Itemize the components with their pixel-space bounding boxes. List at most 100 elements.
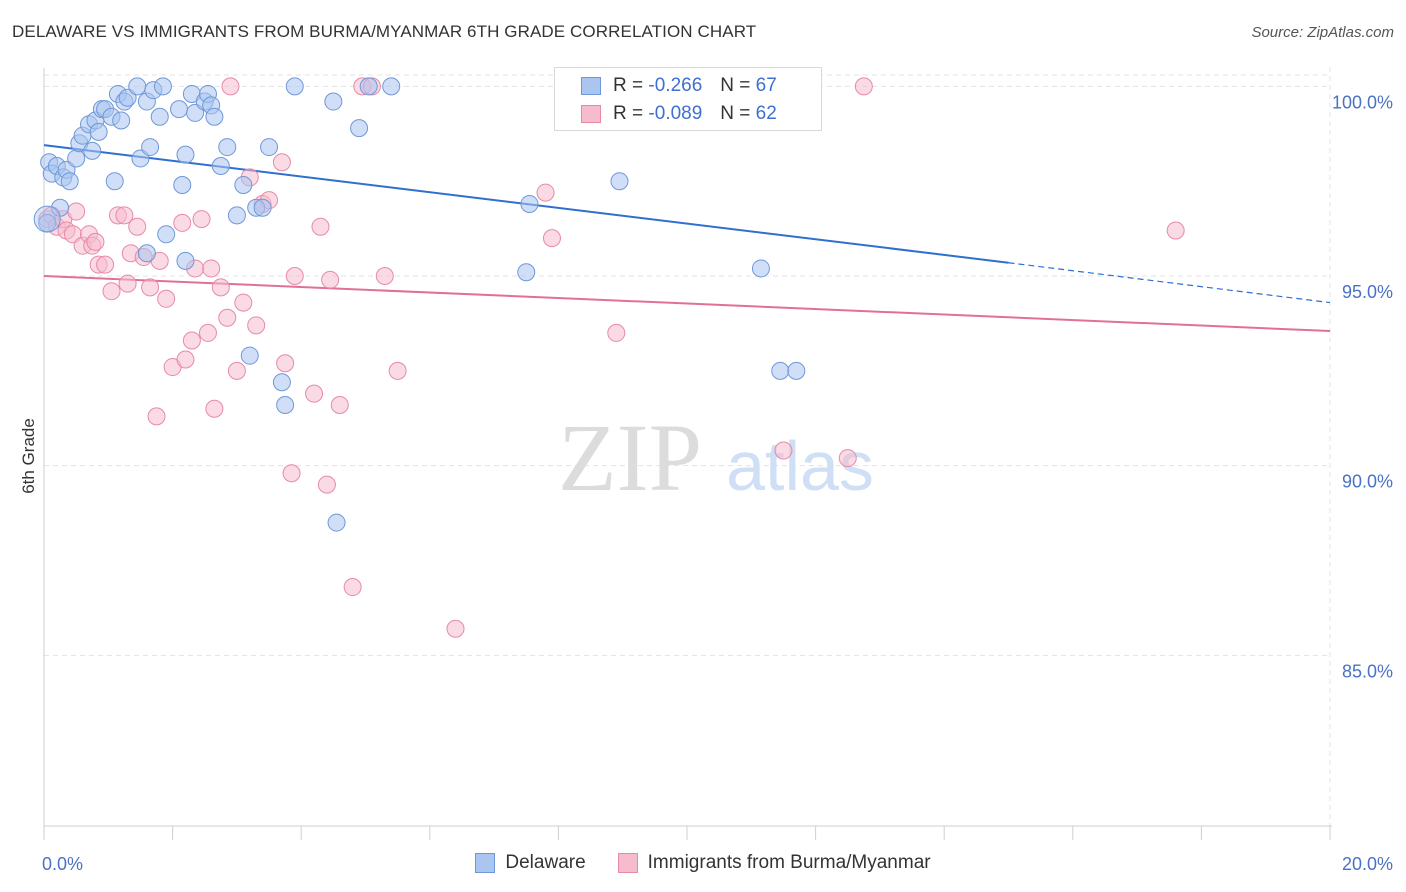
burma-point <box>96 255 115 274</box>
delaware-point <box>276 395 295 414</box>
legend-swatch-pink <box>617 853 638 873</box>
delaware-point <box>324 92 343 111</box>
burma-point <box>285 267 304 286</box>
burma-trendline <box>43 275 1331 333</box>
delaware-point <box>89 122 108 141</box>
burma-point <box>838 449 857 468</box>
burma-point <box>118 274 137 293</box>
delaware-point <box>205 107 224 126</box>
burma-point <box>321 270 340 289</box>
burma-point <box>176 350 195 369</box>
burma-point <box>272 153 291 172</box>
burma-point <box>388 361 407 380</box>
legend-row-delaware: R = -0.266 N = 67 <box>555 72 777 100</box>
watermark: ZIP atlas <box>558 404 874 511</box>
delaware-point <box>327 513 346 532</box>
chart-title: DELAWARE VS IMMIGRANTS FROM BURMA/MYANMA… <box>12 22 757 41</box>
legend-label-burma: Immigrants from Burma/Myanmar <box>647 852 931 873</box>
delaware-point <box>112 111 131 130</box>
delaware-point <box>771 361 790 380</box>
burma-point <box>542 229 561 248</box>
burma-point <box>202 259 221 278</box>
stats-legend: R = -0.266 N = 67 R = -0.089 N = 62 <box>554 67 822 131</box>
axes-layer <box>43 68 1332 840</box>
burma-point <box>607 323 626 342</box>
burma-point <box>227 361 246 380</box>
delaware-trendline-extension <box>1008 262 1331 304</box>
legend-n-label: N = <box>720 103 751 124</box>
y-tick-label: 90.0% <box>1342 472 1393 492</box>
legend-label-delaware: Delaware <box>505 852 586 873</box>
legend-n-label: N = <box>720 75 751 96</box>
legend-row-burma: R = -0.089 N = 62 <box>555 100 777 128</box>
legend-r-label: R = <box>613 75 644 96</box>
source-credit: Source: ZipAtlas.com <box>1251 24 1394 41</box>
burma-point <box>311 217 330 236</box>
x-tick-label: 0.0% <box>42 854 83 874</box>
y-tick-label: 95.0% <box>1342 282 1393 302</box>
legend-swatch-pink <box>581 105 601 123</box>
delaware-point <box>382 77 401 96</box>
burma-point <box>67 202 86 221</box>
delaware-point <box>260 138 279 157</box>
points-layer <box>33 77 1185 638</box>
delaware-point <box>60 172 79 191</box>
legend-swatch-blue <box>581 77 601 95</box>
burma-point <box>234 293 253 312</box>
delaware-point <box>176 145 195 164</box>
burma-point <box>536 183 555 202</box>
burma-point <box>343 578 362 597</box>
delaware-point <box>359 77 378 96</box>
burma-point <box>182 331 201 350</box>
burma-point <box>221 77 240 96</box>
delaware-point <box>610 172 629 191</box>
delaware-point <box>218 138 237 157</box>
delaware-point <box>67 149 86 168</box>
delaware-point <box>520 194 539 213</box>
y-tick-labels: 85.0% 90.0% 95.0% 100.0% <box>1332 92 1393 681</box>
delaware-point <box>285 77 304 96</box>
legend-n-value: 62 <box>755 103 777 124</box>
watermark-zip: ZIP <box>558 404 702 511</box>
delaware-point <box>234 175 253 194</box>
burma-point <box>102 282 121 301</box>
burma-point <box>282 464 301 483</box>
burma-point <box>276 354 295 373</box>
burma-point <box>330 395 349 414</box>
delaware-point <box>170 100 189 119</box>
legend-r-value: -0.266 <box>648 75 703 96</box>
delaware-point <box>227 206 246 225</box>
delaware-point <box>83 141 102 160</box>
delaware-point <box>141 138 160 157</box>
delaware-point <box>33 205 61 233</box>
legend-n-value: 67 <box>755 75 777 96</box>
y-axis-label: 6th Grade <box>19 418 38 494</box>
delaware-point <box>157 225 176 244</box>
x-tick-label: 20.0% <box>1342 854 1393 874</box>
delaware-point <box>150 107 169 126</box>
legend-item-burma[interactable]: Immigrants from Burma/Myanmar <box>617 852 931 874</box>
burma-point <box>446 619 465 638</box>
burma-point <box>86 232 105 251</box>
y-tick-label: 85.0% <box>1342 661 1393 681</box>
delaware-point <box>517 263 536 282</box>
burma-point <box>774 441 793 460</box>
delaware-point <box>137 244 156 263</box>
burma-point <box>854 77 873 96</box>
burma-point <box>317 475 336 494</box>
delaware-point <box>211 157 230 176</box>
burma-point <box>247 316 266 335</box>
burma-point <box>147 407 166 426</box>
burma-point <box>157 289 176 308</box>
delaware-point <box>128 77 147 96</box>
y-tick-label: 100.0% <box>1332 92 1393 112</box>
legend-item-delaware[interactable]: Delaware <box>475 852 586 874</box>
delaware-point <box>240 346 259 365</box>
delaware-point <box>153 77 172 96</box>
delaware-point <box>272 373 291 392</box>
delaware-point <box>751 259 770 278</box>
legend-r-value: -0.089 <box>648 103 703 124</box>
burma-point <box>173 213 192 232</box>
series-legend: Delaware Immigrants from Burma/Myanmar <box>0 852 1406 874</box>
